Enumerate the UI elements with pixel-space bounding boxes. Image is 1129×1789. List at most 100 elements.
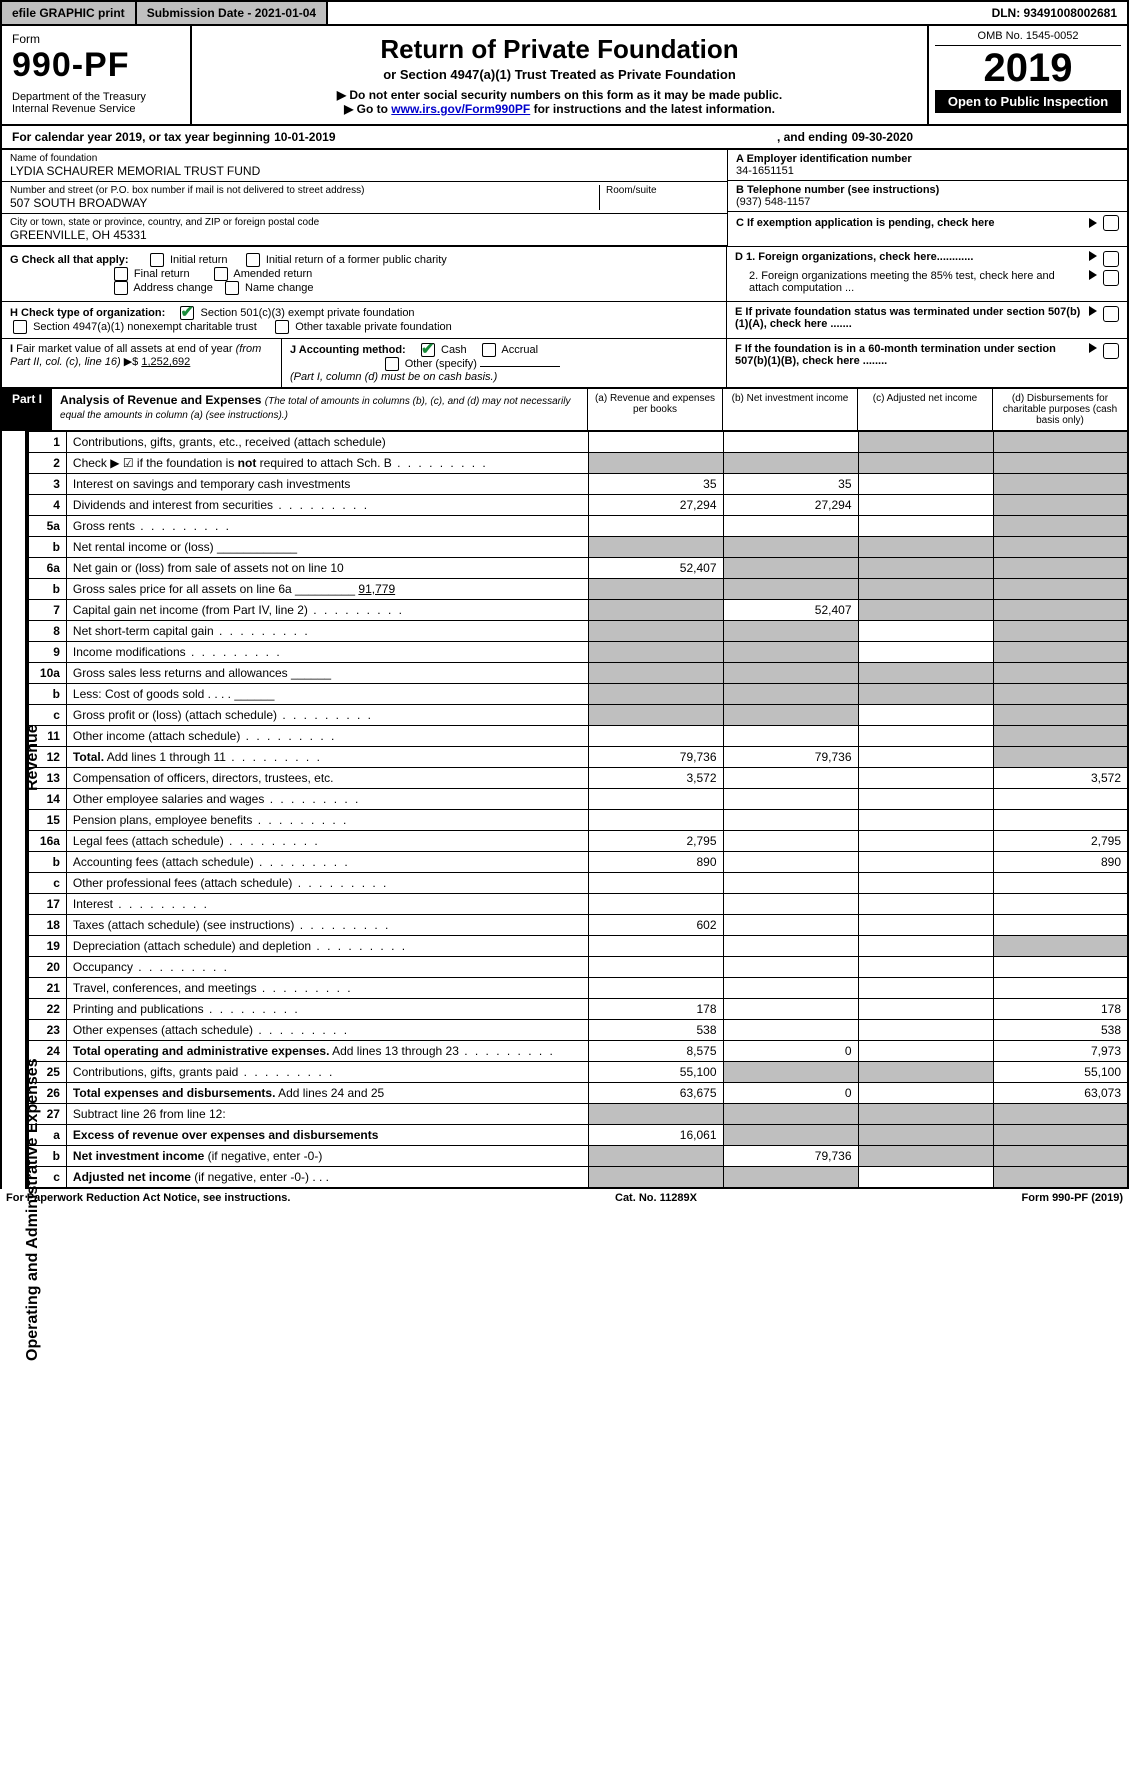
col-a-cell <box>588 516 723 537</box>
foundation-name-cell: Name of foundation LYDIA SCHAURER MEMORI… <box>2 150 727 182</box>
col-d-cell <box>993 1167 1128 1189</box>
line-desc: Dividends and interest from securities <box>66 495 588 516</box>
table-row: 12Total. Add lines 1 through 1179,73679,… <box>28 747 1128 768</box>
col-b-cell <box>723 1020 858 1041</box>
table-row: 1Contributions, gifts, grants, etc., rec… <box>28 432 1128 453</box>
col-d-cell <box>993 663 1128 684</box>
e-checkbox[interactable] <box>1103 306 1119 322</box>
c-checkbox[interactable] <box>1103 215 1119 231</box>
col-a-cell <box>588 642 723 663</box>
col-c-cell <box>858 621 993 642</box>
table-row: 16aLegal fees (attach schedule)2,7952,79… <box>28 831 1128 852</box>
arrow-icon <box>1089 270 1097 280</box>
column-headers: (a) Revenue and expenses per books (b) N… <box>587 389 1127 430</box>
header-left: Form 990-PF Department of the TreasuryIn… <box>2 26 192 124</box>
chk-4947[interactable] <box>13 320 27 334</box>
line-number: 20 <box>28 957 66 978</box>
line-number: 18 <box>28 915 66 936</box>
col-d-cell <box>993 894 1128 915</box>
line-desc: Contributions, gifts, grants paid <box>66 1062 588 1083</box>
arrow-icon <box>1089 306 1097 316</box>
col-a-cell: 35 <box>588 474 723 495</box>
chk-name-change[interactable] <box>225 281 239 295</box>
instructions-link[interactable]: www.irs.gov/Form990PF <box>391 102 530 116</box>
cal-end: 09-30-2020 <box>852 130 913 144</box>
col-d-cell <box>993 810 1128 831</box>
col-d-cell: 178 <box>993 999 1128 1020</box>
line-desc: Subtract line 26 from line 12: <box>66 1104 588 1125</box>
col-a-cell <box>588 1167 723 1189</box>
line-desc: Other employee salaries and wages <box>66 789 588 810</box>
col-b-cell <box>723 936 858 957</box>
col-c-cell <box>858 1146 993 1167</box>
col-b-cell <box>723 999 858 1020</box>
line-number: 9 <box>28 642 66 663</box>
city-cell: City or town, state or province, country… <box>2 214 727 246</box>
col-c-cell <box>858 1125 993 1146</box>
line-desc: Interest on savings and temporary cash i… <box>66 474 588 495</box>
col-c-cell <box>858 789 993 810</box>
col-c-cell <box>858 873 993 894</box>
f-checkbox[interactable] <box>1103 343 1119 359</box>
phone-label: B Telephone number (see instructions) <box>736 184 939 196</box>
line-desc: Net gain or (loss) from sale of assets n… <box>66 558 588 579</box>
notice2-pre: ▶ Go to <box>344 102 391 116</box>
chk-final-return[interactable] <box>114 267 128 281</box>
efile-button[interactable]: efile GRAPHIC print <box>2 2 137 24</box>
line-number: 19 <box>28 936 66 957</box>
chk-address-change[interactable] <box>114 281 128 295</box>
col-d-cell <box>993 726 1128 747</box>
col-d-cell <box>993 747 1128 768</box>
fmv-value: 1,252,692 <box>141 356 190 368</box>
col-c-cell <box>858 768 993 789</box>
line-desc: Contributions, gifts, grants, etc., rece… <box>66 432 588 453</box>
col-a-cell <box>588 453 723 474</box>
table-row: 3Interest on savings and temporary cash … <box>28 474 1128 495</box>
header-center: Return of Private Foundation or Section … <box>192 26 927 124</box>
col-c-head: (c) Adjusted net income <box>857 389 992 430</box>
foundation-name: LYDIA SCHAURER MEMORIAL TRUST FUND <box>10 164 719 178</box>
col-b-cell <box>723 705 858 726</box>
chk-501c3[interactable] <box>180 306 194 320</box>
table-row: 10aGross sales less returns and allowanc… <box>28 663 1128 684</box>
submission-date: Submission Date - 2021-01-04 <box>137 2 328 24</box>
chk-other-method[interactable] <box>385 357 399 371</box>
opt-former: Initial return of a former public charit… <box>266 254 447 266</box>
calendar-year-row: For calendar year 2019, or tax year begi… <box>0 126 1129 150</box>
chk-initial-former[interactable] <box>246 253 260 267</box>
line-desc: Net investment income (if negative, ente… <box>66 1146 588 1167</box>
dln: DLN: 93491008002681 <box>982 2 1127 24</box>
chk-amended[interactable] <box>214 267 228 281</box>
d2-checkbox[interactable] <box>1103 270 1119 286</box>
omb-number: OMB No. 1545-0052 <box>935 30 1121 46</box>
col-a-cell <box>588 894 723 915</box>
line-number: 4 <box>28 495 66 516</box>
chk-accrual[interactable] <box>482 343 496 357</box>
col-c-cell <box>858 936 993 957</box>
line-number: b <box>28 579 66 600</box>
e-label: E If private foundation status was termi… <box>735 306 1087 334</box>
col-d-cell <box>993 495 1128 516</box>
table-row: 15Pension plans, employee benefits <box>28 810 1128 831</box>
room-label: Room/suite <box>606 185 719 196</box>
col-a-cell <box>588 978 723 999</box>
form-header: Form 990-PF Department of the TreasuryIn… <box>0 26 1129 126</box>
col-a-cell: 16,061 <box>588 1125 723 1146</box>
other-specify-field[interactable] <box>480 366 560 367</box>
chk-other-taxable[interactable] <box>275 320 289 334</box>
d1-checkbox[interactable] <box>1103 251 1119 267</box>
col-b-cell: 35 <box>723 474 858 495</box>
col-b-cell: 0 <box>723 1083 858 1104</box>
col-b-cell <box>723 579 858 600</box>
table-row: bAccounting fees (attach schedule)890890 <box>28 852 1128 873</box>
col-c-cell <box>858 1083 993 1104</box>
line-number: 17 <box>28 894 66 915</box>
col-b-cell <box>723 1125 858 1146</box>
line-desc: Accounting fees (attach schedule) <box>66 852 588 873</box>
table-row: 22Printing and publications178178 <box>28 999 1128 1020</box>
chk-initial-return[interactable] <box>150 253 164 267</box>
chk-cash[interactable] <box>421 343 435 357</box>
line-desc: Adjusted net income (if negative, enter … <box>66 1167 588 1189</box>
arrow-icon <box>1089 343 1097 353</box>
line-desc: Total. Add lines 1 through 11 <box>66 747 588 768</box>
